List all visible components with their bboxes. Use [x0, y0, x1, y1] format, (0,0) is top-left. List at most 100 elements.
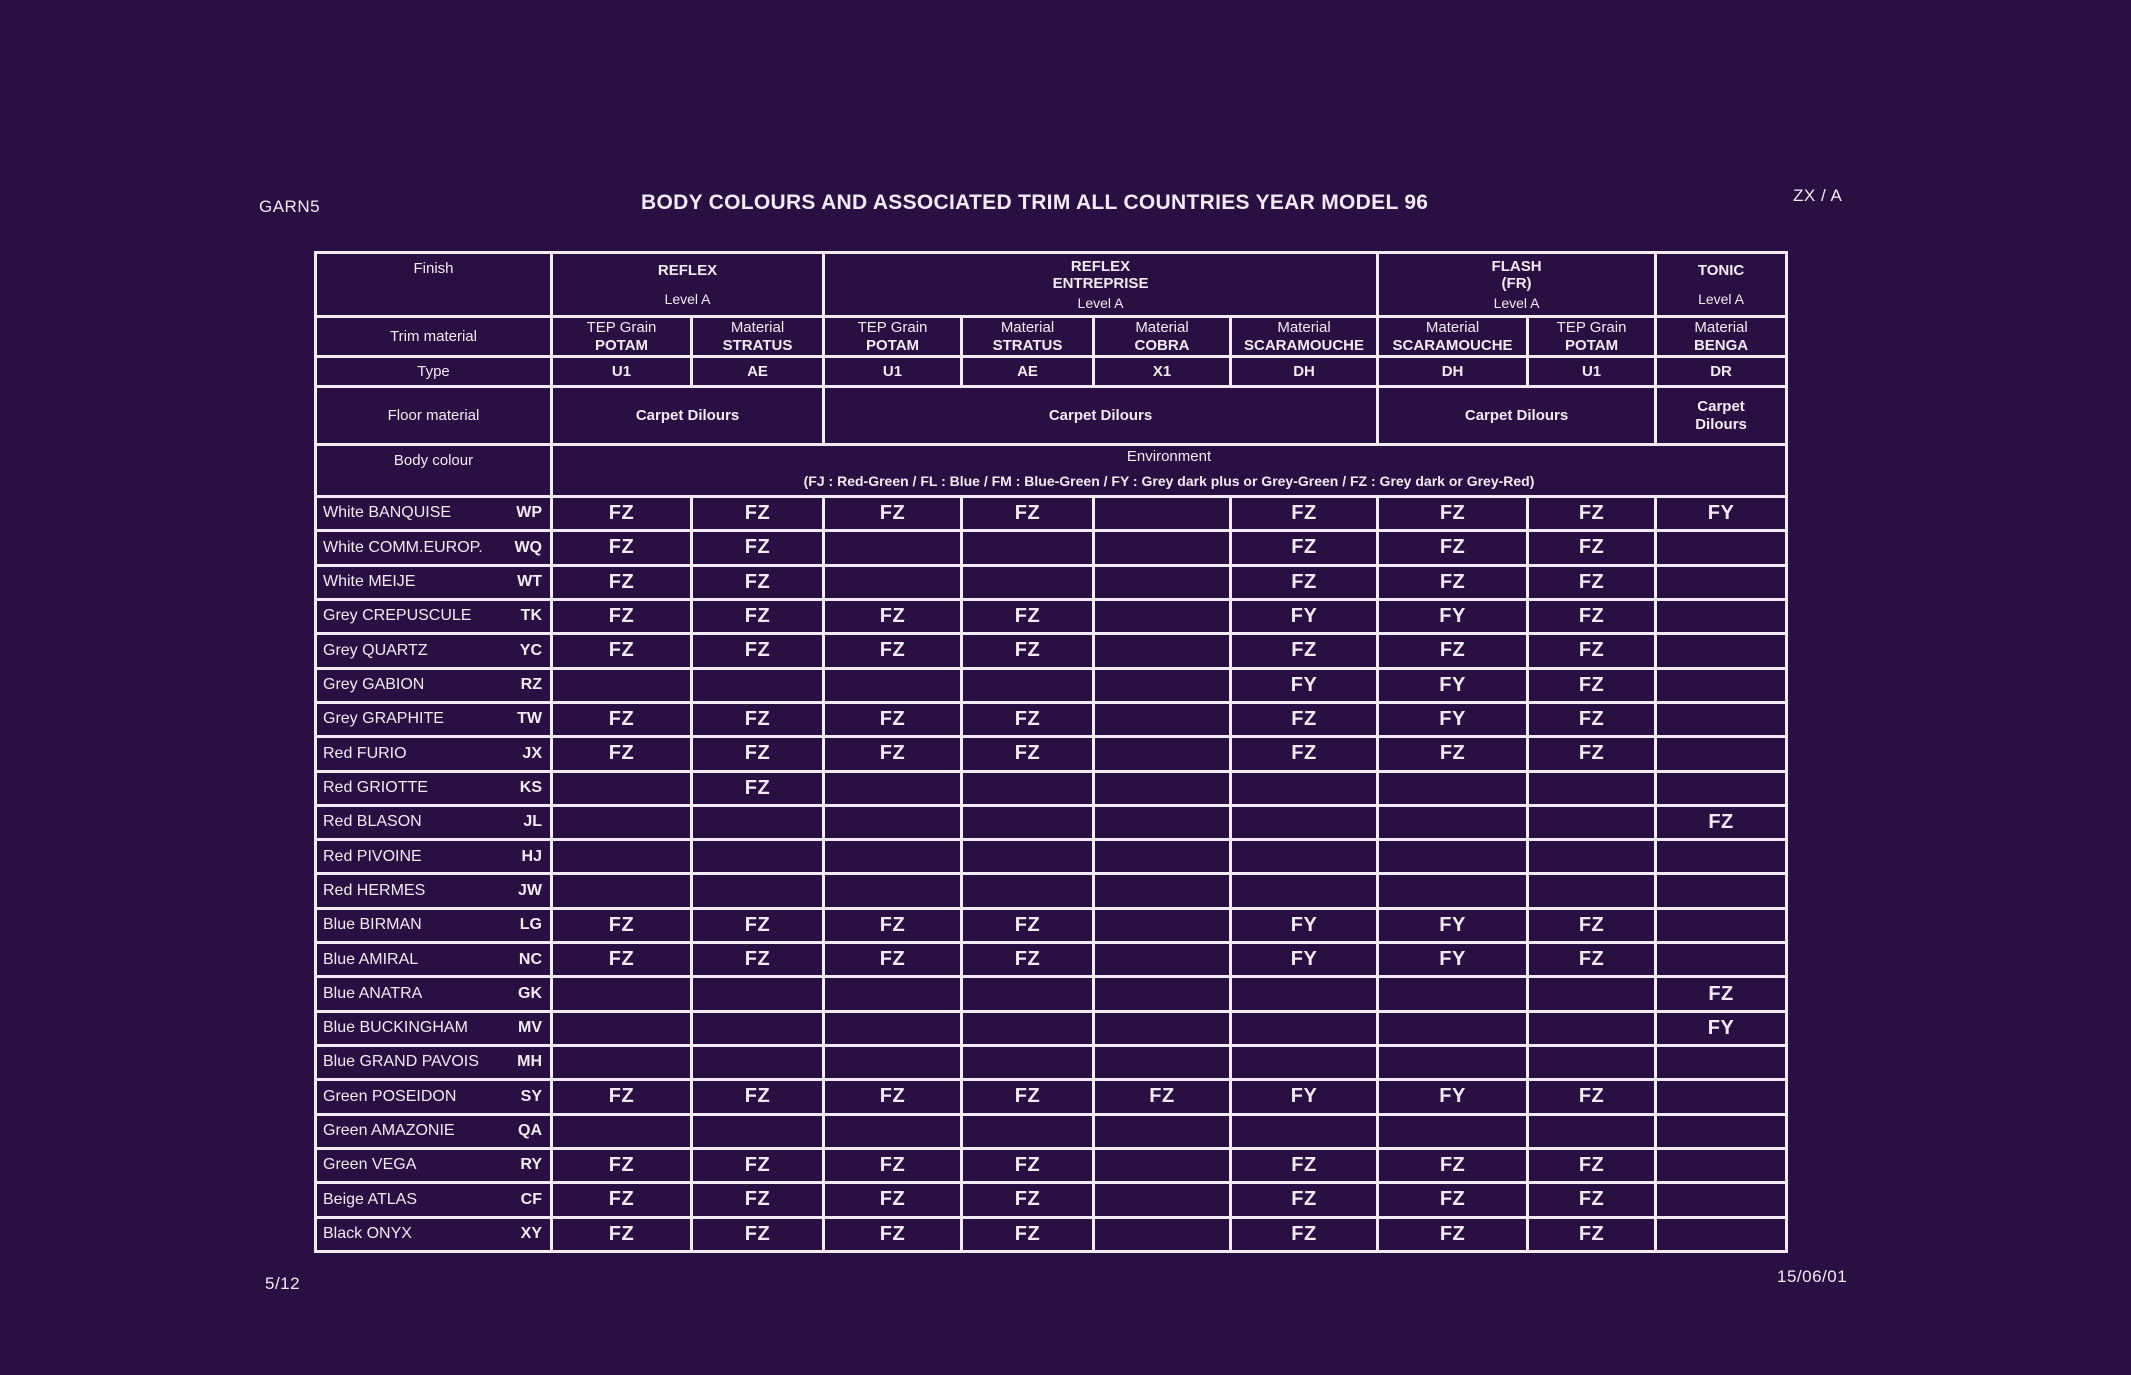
- environment-code-cell: [822, 1043, 963, 1082]
- body-colour-cell: Grey CREPUSCULE TK: [314, 597, 553, 636]
- table-row: Blue GRAND PAVOIS MH: [314, 1043, 1789, 1082]
- body-colour-code: WP: [516, 504, 542, 522]
- environment-code-cell: [1092, 1146, 1232, 1185]
- environment-code-cell: FZ: [690, 529, 825, 567]
- environment-code-cell: FZ: [1526, 529, 1658, 567]
- trim-material-cell: Material COBRA: [1092, 315, 1232, 358]
- environment-code-cell: [1092, 666, 1232, 704]
- environment-code-cell: [1092, 872, 1232, 910]
- document-title: BODY COLOURS AND ASSOCIATED TRIM ALL COU…: [641, 191, 1429, 214]
- trim-material-cell: TEP Grain POTAM: [822, 315, 963, 358]
- table-row: Grey GABION RZ FY FY FZ: [314, 666, 1789, 704]
- environment-code-cell: FZ: [960, 1078, 1095, 1116]
- environment-code-cell: FZ: [960, 906, 1095, 945]
- environment-code-cell: FZ: [960, 1181, 1095, 1219]
- trim-material-kind: Material: [1277, 319, 1331, 337]
- trim-material-cell: TEP Grain POTAM: [1526, 315, 1658, 358]
- environment-code-cell: [550, 975, 693, 1013]
- environment-code-cell: FZ: [1654, 975, 1789, 1013]
- body-colour-name: Beige ATLAS: [323, 1190, 417, 1208]
- body-colour-code: RY: [520, 1156, 542, 1174]
- environment-code-cell: FZ: [550, 1181, 693, 1219]
- trim-material-cell: Material STRATUS: [690, 315, 825, 358]
- environment-code-cell: FZ: [550, 1146, 693, 1185]
- trim-material-cell: Material SCARAMOUCHE: [1376, 315, 1530, 358]
- group-tonic: TONIC Level A: [1654, 251, 1789, 318]
- environment-code-cell: [822, 529, 963, 567]
- body-colour-name: Blue BIRMAN: [323, 916, 422, 934]
- environment-code-cell: [822, 838, 963, 876]
- body-colour-cell: Grey GABION RZ: [314, 666, 553, 704]
- environment-code-cell: FZ: [1228, 735, 1380, 773]
- body-colour-code: MH: [517, 1053, 542, 1071]
- environment-code-cell: FZ: [1526, 632, 1658, 670]
- floor-material-label: Floor material: [314, 385, 553, 446]
- trim-material-name: SCARAMOUCHE: [1392, 336, 1513, 354]
- environment-code-cell: FZ: [822, 597, 963, 636]
- trim-material-name: STRATUS: [722, 336, 793, 354]
- body-colour-cell: Red GRIOTTE KS: [314, 769, 553, 807]
- body-colour-name: White BANQUISE: [323, 504, 452, 522]
- table-row: Blue ANATRA GK FZ: [314, 975, 1789, 1013]
- type-code-cell: X1: [1092, 355, 1232, 388]
- environment-code-cell: [1654, 872, 1789, 910]
- table-row: Grey GRAPHITE TW FZ FZ FZ FZ FZ FY FZ: [314, 700, 1789, 739]
- type-code-cell: U1: [822, 355, 963, 388]
- environment-code-cell: FZ: [1376, 563, 1530, 601]
- body-colour-name: Red GRIOTTE: [323, 778, 428, 796]
- environment-code-cell: FZ: [1376, 632, 1530, 670]
- environment-code-cell: FZ: [690, 769, 825, 807]
- environment-code-cell: [1654, 632, 1789, 670]
- body-colour-code: MV: [518, 1019, 542, 1037]
- environment-code-cell: [1654, 1215, 1789, 1253]
- body-colour-name: White MEIJE: [323, 573, 416, 591]
- environment-code-cell: FZ: [550, 941, 693, 979]
- body-colour-code: TW: [517, 710, 542, 728]
- environment-code-cell: FZ: [690, 700, 825, 739]
- environment-code-cell: [690, 975, 825, 1013]
- floor-line: Carpet: [1697, 398, 1745, 416]
- body-colour-name: Grey GABION: [323, 676, 425, 694]
- environment-code-cell: FZ: [822, 1146, 963, 1185]
- environment-code-cell: [822, 563, 963, 601]
- trim-material-label: Trim material: [314, 315, 553, 358]
- body-colour-code: RZ: [520, 676, 542, 694]
- environment-code-cell: FZ: [960, 700, 1095, 739]
- trim-material-name: STRATUS: [992, 336, 1063, 354]
- group-name: REFLEX: [1070, 258, 1131, 276]
- environment-code-cell: FY: [1376, 597, 1530, 636]
- body-colour-cell: Black ONYX XY: [314, 1215, 553, 1253]
- body-colour-code: WT: [517, 573, 542, 591]
- group-name-line2: (FR): [1501, 275, 1532, 293]
- body-colour-cell: Green POSEIDON SY: [314, 1078, 553, 1116]
- trim-material-cell: Material SCARAMOUCHE: [1228, 315, 1380, 358]
- body-colour-cell: Grey QUARTZ YC: [314, 632, 553, 670]
- environment-code-cell: FY: [1654, 1009, 1789, 1048]
- environment-code-cell: [1228, 1112, 1380, 1150]
- environment-code-cell: FZ: [1654, 803, 1789, 842]
- group-name: FLASH: [1491, 258, 1542, 276]
- environment-code-cell: [1654, 941, 1789, 979]
- environment-code-cell: [960, 872, 1095, 910]
- environment-code-cell: [960, 1043, 1095, 1082]
- environment-code-cell: [1654, 735, 1789, 773]
- environment-code-cell: FY: [1376, 1078, 1530, 1116]
- body-colour-name: Green POSEIDON: [323, 1087, 457, 1105]
- body-colour-name: Blue AMIRAL: [323, 950, 419, 968]
- environment-code-cell: FZ: [1228, 563, 1380, 601]
- environment-code-cell: [1376, 1009, 1530, 1048]
- environment-code-cell: [1654, 700, 1789, 739]
- environment-code-cell: [1654, 529, 1789, 567]
- body-colour-name: Red BLASON: [323, 813, 422, 831]
- body-colour-code: JL: [523, 813, 542, 831]
- environment-code-cell: [1092, 975, 1232, 1013]
- environment-code-cell: FZ: [1526, 494, 1658, 533]
- environment-code-cell: [1376, 803, 1530, 842]
- environment-code-cell: FZ: [550, 563, 693, 601]
- environment-code-cell: FZ: [1228, 494, 1380, 533]
- body-colour-cell: Red FURIO JX: [314, 735, 553, 773]
- environment-code-cell: [1526, 1112, 1658, 1150]
- environment-code-cell: [550, 1009, 693, 1048]
- environment-code-cell: [1526, 1009, 1658, 1048]
- environment-code-cell: FZ: [690, 1146, 825, 1185]
